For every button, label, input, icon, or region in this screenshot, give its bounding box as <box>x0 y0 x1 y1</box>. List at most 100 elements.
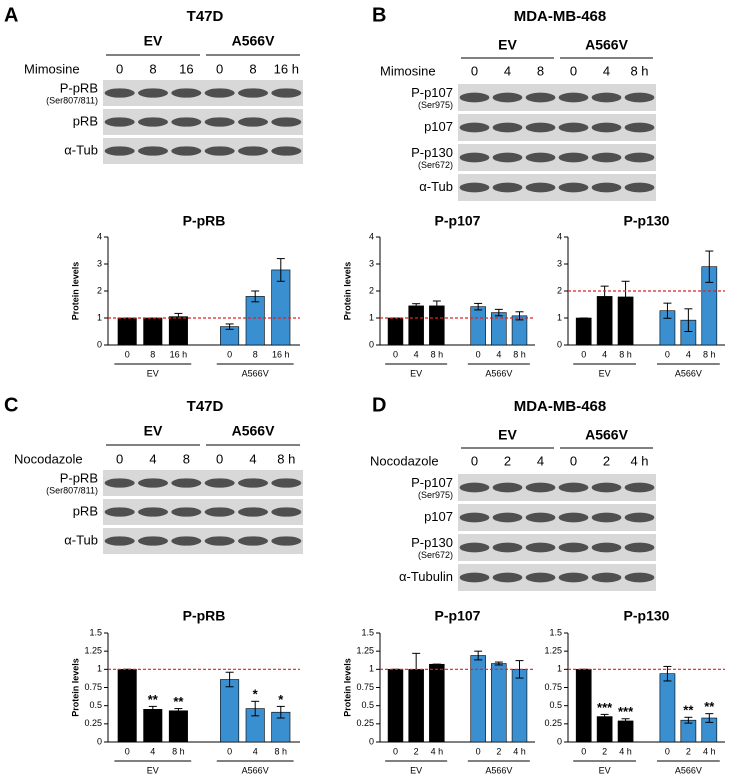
lane-label: 2 <box>603 453 610 468</box>
panel-title: T47D <box>187 398 224 415</box>
y-tick-label: 0 <box>369 736 374 746</box>
lane-label: 4 <box>149 451 156 466</box>
blot-label: P-pRB <box>60 470 98 485</box>
blot-band <box>271 88 302 98</box>
blot-band <box>204 88 235 98</box>
treatment-label: Nocodazole <box>14 451 83 466</box>
bar <box>511 669 528 743</box>
blot-band <box>591 542 622 553</box>
y-tick-label: 1.5 <box>549 627 562 637</box>
blot-band <box>271 536 302 546</box>
chart-title: P-pRB <box>183 213 226 229</box>
y-tick-label: 0.75 <box>356 682 374 692</box>
blot-band <box>525 482 556 493</box>
bar <box>470 655 486 743</box>
bar <box>596 716 613 743</box>
blot-band <box>558 182 589 193</box>
blot-band <box>271 117 302 127</box>
lane-label: 8 <box>149 61 156 76</box>
blot-band <box>558 152 589 163</box>
chart-title: P-p130 <box>624 213 670 229</box>
x-tick-label: 0 <box>581 349 586 359</box>
lane-label: 8 <box>537 63 544 78</box>
y-tick-label: 1.25 <box>356 646 374 656</box>
blot-band <box>624 152 655 163</box>
x-tick-label: 8 h <box>172 746 185 756</box>
blot-band <box>492 512 523 523</box>
x-tick-label: 4 <box>496 349 501 359</box>
x-tick-label: 0 <box>393 746 398 756</box>
blot-band <box>459 152 490 163</box>
lane-label: 4 <box>504 63 511 78</box>
y-axis-label: Protein levels <box>342 658 352 717</box>
x-tick-label: 8 h <box>513 349 526 359</box>
group-label: A566V <box>242 368 269 378</box>
bar <box>168 710 188 743</box>
lane-label: 0 <box>570 63 577 78</box>
x-tick-label: 8 h <box>431 349 444 359</box>
significance: ** <box>704 699 715 714</box>
lane-label: 4 h <box>630 453 648 468</box>
blot-label: pRB <box>73 503 98 518</box>
significance: ** <box>148 692 159 707</box>
x-tick-label: 16 h <box>272 349 290 359</box>
group-label: EV <box>144 33 163 49</box>
blot-band <box>104 117 135 127</box>
blot-band <box>624 542 655 553</box>
lane-label: 8 <box>249 61 256 76</box>
y-tick-label: 0.25 <box>544 718 562 728</box>
treatment-label: Mimosine <box>380 63 436 78</box>
blot-strip <box>103 80 303 106</box>
y-tick-label: 0 <box>97 736 102 746</box>
group-label: A566V <box>485 368 512 378</box>
y-tick-label: 1 <box>97 312 102 322</box>
significance: ** <box>173 694 184 709</box>
y-tick-label: 2 <box>97 285 102 295</box>
group-label: EV <box>144 423 163 439</box>
treatment-label: Mimosine <box>24 61 80 76</box>
y-tick-label: 2 <box>557 285 562 295</box>
blot-label: α-Tub <box>419 179 453 194</box>
blot-band <box>171 507 202 517</box>
blot-band <box>204 536 235 546</box>
blot-strip <box>458 504 656 531</box>
y-tick-label: 0.25 <box>84 718 102 728</box>
blot-band <box>138 146 168 156</box>
y-tick-label: 3 <box>557 258 562 268</box>
panel-title: MDA-MB-468 <box>514 398 607 415</box>
blot-band <box>238 478 268 488</box>
x-tick-label: 2 <box>414 746 419 756</box>
significance: *** <box>597 700 613 715</box>
group-label: EV <box>599 368 611 378</box>
blot-band <box>204 146 235 156</box>
x-tick-label: 0 <box>227 746 232 756</box>
blot-strip <box>458 474 656 501</box>
blot-band <box>624 182 655 193</box>
bar <box>387 669 404 743</box>
lane-label: 8 h <box>277 451 295 466</box>
blot-band <box>104 146 135 156</box>
blot-band <box>271 146 302 156</box>
lane-label: 0 <box>216 451 223 466</box>
blot-band <box>459 512 490 523</box>
x-tick-label: 0 <box>581 746 586 756</box>
lane-label: 0 <box>116 451 123 466</box>
blot-band <box>624 122 655 133</box>
x-tick-label: 2 <box>496 746 501 756</box>
group-label: A566V <box>585 37 628 53</box>
y-tick-label: 1.25 <box>84 646 102 656</box>
blot-band <box>138 88 168 98</box>
blot-label: P-p107 <box>411 475 453 490</box>
y-axis-label: Protein levels <box>342 262 352 321</box>
blot-strip <box>458 174 656 201</box>
x-tick-label: 0 <box>393 349 398 359</box>
bar <box>429 305 445 346</box>
blot-band <box>624 572 655 583</box>
bar <box>117 317 137 346</box>
x-tick-label: 8 <box>150 349 155 359</box>
group-label: EV <box>498 37 517 53</box>
lane-label: 8 h <box>630 63 648 78</box>
blot-band <box>204 507 235 517</box>
blot-band <box>492 482 523 493</box>
lane-label: 4 <box>603 63 610 78</box>
